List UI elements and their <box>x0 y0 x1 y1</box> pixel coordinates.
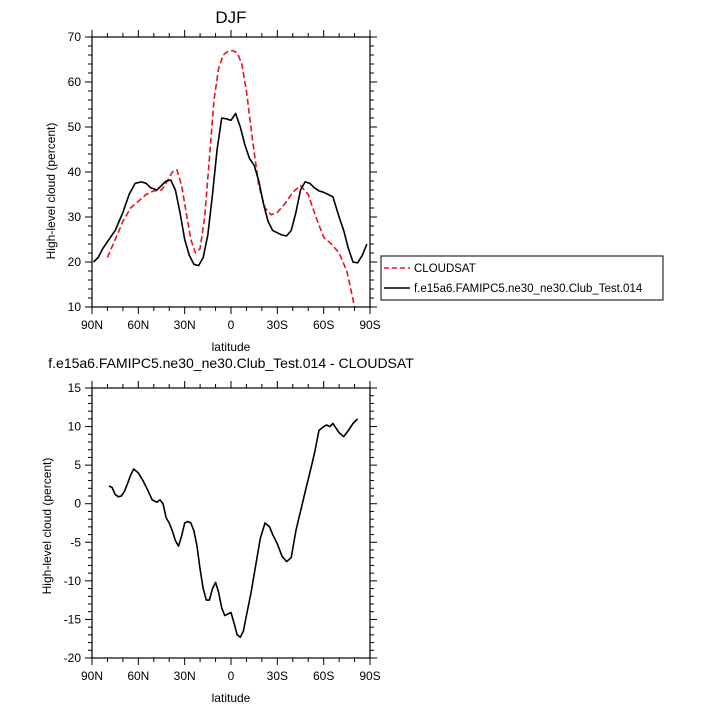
top-x-tick-label: 60S <box>313 318 334 332</box>
bottom-x-tick-label: 90S <box>359 669 380 683</box>
bottom-chart-x-axis-label: latitude <box>212 691 251 705</box>
top-y-tick-label: 60 <box>68 75 82 89</box>
bottom-x-tick-label: 60N <box>127 669 149 683</box>
top-chart-title: DJF <box>215 8 246 27</box>
legend-label-model: f.e15a6.FAMIPC5.ne30_ne30.Club_Test.014 <box>414 283 643 295</box>
top-x-tick-label: 30S <box>267 318 288 332</box>
top-x-tick-label: 60N <box>127 318 149 332</box>
top-chart-plot-frame <box>91 36 371 308</box>
bottom-series-line-0 <box>108 418 359 639</box>
bottom-y-tick-label: -5 <box>70 535 81 549</box>
top-chart-series-group <box>92 49 368 307</box>
bottom-x-tick-label: 60S <box>313 669 334 683</box>
top-x-tick-label: 30N <box>174 318 196 332</box>
bottom-chart-tick-group: 90N 60N 30N 0 30S 60S 90S -20 -15 -10 -5 0 5 10 15 <box>64 381 381 683</box>
bottom-x-tick-label: 0 <box>228 669 235 683</box>
bottom-x-tick-label: 30N <box>174 669 196 683</box>
top-series-line-0 <box>106 49 356 307</box>
top-y-tick-label: 10 <box>68 300 82 314</box>
bottom-y-tick-label: 10 <box>68 420 82 434</box>
bottom-y-tick-label: 5 <box>74 458 81 472</box>
top-y-tick-label: 50 <box>68 120 82 134</box>
top-y-tick-label: 30 <box>68 210 82 224</box>
top-chart: DJF High-level cloud (percent) latitude … <box>44 8 381 354</box>
bottom-chart-title: f.e15a6.FAMIPC5.ne30_ne30.Club_Test.014 … <box>48 355 414 371</box>
top-chart-tick-group: 90N 60N 30N 0 30S 60S 90S 10 20 30 40 50 60 70 <box>68 30 381 332</box>
top-x-tick-label: 90N <box>81 318 103 332</box>
legend: CLOUDSAT f.e15a6.FAMIPC5.ne30_ne30.Club_… <box>380 255 664 301</box>
bottom-y-tick-label: -15 <box>64 612 82 626</box>
legend-frame <box>380 255 664 301</box>
bottom-chart-y-axis-label: High-level cloud (percent) <box>40 458 54 595</box>
bottom-x-tick-label: 90N <box>81 669 103 683</box>
bottom-y-tick-label: 0 <box>74 497 81 511</box>
bottom-chart: f.e15a6.FAMIPC5.ne30_ne30.Club_Test.014 … <box>40 355 414 705</box>
bottom-y-tick-label: 15 <box>68 381 82 395</box>
top-series-line-1 <box>92 112 368 267</box>
top-chart-x-axis-label: latitude <box>212 340 251 354</box>
bottom-x-tick-label: 30S <box>267 669 288 683</box>
top-x-tick-label: 90S <box>359 318 380 332</box>
top-y-tick-label: 20 <box>68 255 82 269</box>
top-x-tick-label: 0 <box>228 318 235 332</box>
bottom-chart-series-group <box>108 418 359 639</box>
top-chart-y-axis-label: High-level cloud (percent) <box>44 123 58 260</box>
bottom-y-tick-label: -10 <box>64 574 82 588</box>
bottom-chart-plot-frame <box>91 387 371 659</box>
legend-label-cloudsat: CLOUDSAT <box>414 263 476 275</box>
bottom-y-tick-label: -20 <box>64 651 82 665</box>
top-y-tick-label: 70 <box>68 30 82 44</box>
top-y-tick-label: 40 <box>68 165 82 179</box>
